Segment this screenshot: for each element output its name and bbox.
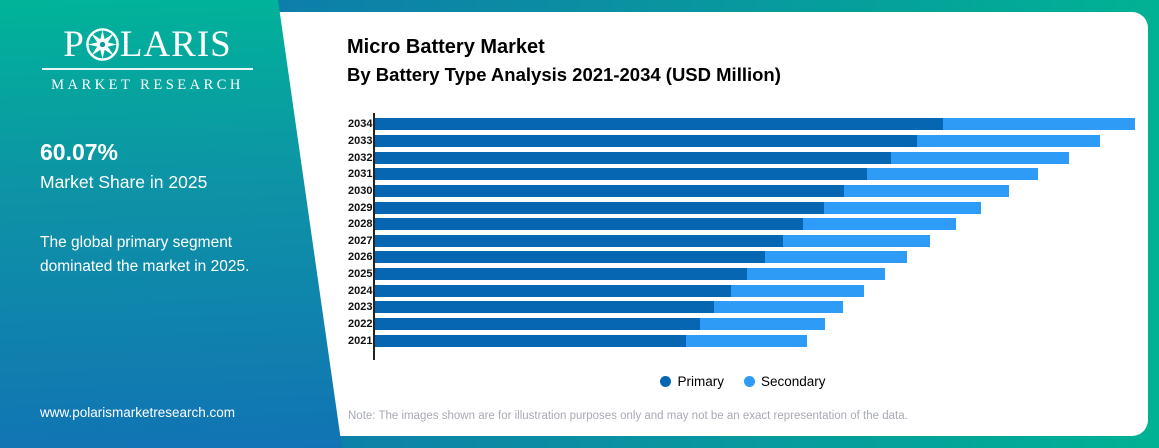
bar-track [375,284,864,297]
dominant-segment-description: The global primary segment dominated the… [40,234,250,275]
bar-track [375,251,907,264]
market-share-stat: 60.07% Market Share in 2025 [40,139,207,193]
bar-row: 2023 [348,299,1135,316]
y-axis-line [373,113,375,360]
year-label: 2026 [348,251,373,264]
year-label: 2034 [348,118,373,131]
logo-divider [42,68,253,70]
logo-tagline: MARKET RESEARCH [51,76,244,93]
bar-row: 2024 [348,282,1135,299]
legend-label: Primary [677,374,724,389]
bar-segment-secondary [844,184,1009,197]
bar-segment-secondary [700,318,825,330]
bar-row: 2022 [348,316,1135,333]
bar-row: 2028 [348,216,1135,233]
brand-sidebar: P LARIS MARKET RESEARCH 60.07% Market Sh… [0,0,342,448]
logo-text-prefix: P [63,24,85,65]
legend-dot-icon [743,376,755,387]
bar-segment-primary [375,318,700,330]
year-label: 2029 [348,201,373,214]
disclaimer-note: Note: The images shown are for illustrat… [348,410,908,422]
bar-track [375,268,885,281]
bar-track [375,118,1135,131]
bar-track [375,301,843,314]
bar-segment-secondary [731,284,864,297]
website-url: www.polarismarketresearch.com [40,405,236,420]
bar-segment-primary [375,184,844,197]
bar-track [375,318,825,330]
year-label: 2024 [348,284,373,297]
bar-segment-secondary [747,268,885,281]
bar-segment-primary [375,218,803,231]
bar-row: 2032 [348,149,1135,166]
page-title: Micro Battery Market [347,36,545,58]
year-label: 2021 [348,334,373,347]
bar-row: 2030 [348,183,1135,200]
bar-segment-primary [375,251,765,264]
stat-value: 60.07% [40,139,119,165]
year-label: 2022 [348,318,373,330]
bar-track [375,184,1009,197]
year-label: 2033 [348,134,373,147]
bar-segment-secondary [765,251,907,264]
year-label: 2023 [348,301,373,314]
bar-segment-primary [375,334,686,347]
legend-item-secondary: Secondary [743,374,826,389]
logo-wordmark: P LARIS [40,26,255,63]
bar-segment-secondary [824,201,981,214]
bar-segment-secondary [867,168,1038,181]
bar-segment-primary [375,118,943,131]
bar-segment-primary [375,168,867,181]
bar-row: 2031 [348,166,1135,183]
bar-row: 2034 [348,116,1135,133]
bar-segment-secondary [803,218,956,231]
polaris-logo: P LARIS MARKET RESEARCH [40,26,255,94]
bar-row: 2033 [348,133,1135,150]
year-label: 2028 [348,218,373,231]
year-label: 2025 [348,268,373,281]
bar-segment-primary [375,151,891,164]
bar-track [375,234,930,247]
bar-track [375,151,1069,164]
bar-row: 2027 [348,232,1135,249]
bar-track [375,134,1100,147]
bar-track [375,218,956,231]
bar-track [375,168,1038,181]
year-label: 2031 [348,168,373,181]
legend-item-primary: Primary [660,374,724,389]
bar-segment-primary [375,268,747,281]
bar-row: 2026 [348,249,1135,266]
bar-segment-primary [375,234,783,247]
bar-segment-primary [375,301,714,314]
stacked-bar-chart: 2034 2033 2032 2031 2030 2029 2028 2027 2026 2025… [348,116,1135,349]
year-label: 2032 [348,151,373,164]
chart-legend: Primary Secondary [348,374,1138,389]
bar-segment-primary [375,201,824,214]
bar-track [375,201,981,214]
bar-segment-secondary [943,118,1135,131]
bar-segment-secondary [686,334,807,347]
compass-star-icon [86,28,119,61]
page-subtitle: By Battery Type Analysis 2021-2034 (USD … [347,64,781,85]
bar-segment-secondary [714,301,843,314]
bar-segment-secondary [891,151,1069,164]
year-label: 2027 [348,234,373,247]
stat-label: Market Share in 2025 [40,172,208,192]
bar-segment-primary [375,134,917,147]
bar-row: 2029 [348,199,1135,216]
bar-segment-secondary [783,234,930,247]
bar-track [375,334,807,347]
bar-row: 2021 [348,332,1135,349]
year-label: 2030 [348,184,373,197]
bar-segment-primary [375,284,731,297]
bar-segment-secondary [917,134,1100,147]
legend-dot-icon [660,376,672,387]
logo-text-suffix: LARIS [119,24,232,65]
legend-label: Secondary [760,374,826,389]
bar-row: 2025 [348,266,1135,283]
